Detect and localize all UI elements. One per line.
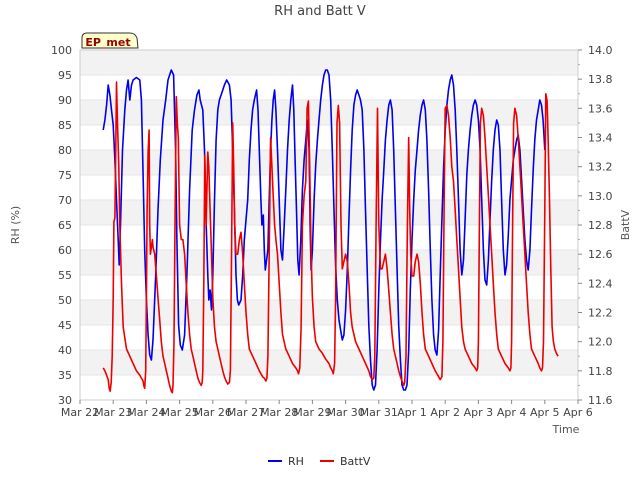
x-tick-label: Mar 22: [61, 406, 99, 419]
left-tick-label: 95: [58, 69, 72, 82]
legend: RH BattV: [268, 455, 371, 468]
left-axis-label: RH (%): [9, 206, 22, 244]
x-tick-label: Mar 28: [260, 406, 298, 419]
legend-label: RH: [288, 455, 304, 468]
x-tick-label: Mar 24: [127, 406, 165, 419]
right-tick-label: 13.8: [588, 73, 613, 86]
left-tick-label: 55: [58, 269, 72, 282]
x-tick-label: Mar 27: [227, 406, 265, 419]
left-tick-label: 30: [58, 394, 72, 407]
right-tick-label: 12.4: [588, 277, 613, 290]
left-tick-label: 80: [58, 144, 72, 157]
left-tick-label: 100: [51, 44, 72, 57]
left-tick-label: 40: [58, 344, 72, 357]
grid-bands: [80, 49, 578, 401]
left-tick-label: 75: [58, 169, 72, 182]
left-tick-label: 90: [58, 94, 72, 107]
left-tick-label: 85: [58, 119, 72, 132]
series-line-rh: [102, 69, 546, 391]
grid-band: [80, 50, 578, 75]
badge-label: EP_met: [85, 36, 130, 49]
left-tick-label: 60: [58, 244, 72, 257]
grid-band: [80, 250, 578, 275]
left-tick-label: 50: [58, 294, 72, 307]
x-tick-label: Mar 30: [326, 406, 364, 419]
legend-label: BattV: [340, 455, 371, 468]
x-tick-label: Apr 5: [530, 406, 560, 419]
right-tick-label: 11.8: [588, 365, 613, 378]
x-tick-label: Mar 26: [194, 406, 232, 419]
left-tick-label: 65: [58, 219, 72, 232]
right-tick-label: 14.0: [588, 44, 613, 57]
left-tick-label: 70: [58, 194, 72, 207]
left-tick-label: 45: [58, 319, 72, 332]
right-tick-label: 12.6: [588, 248, 613, 261]
x-axis-label: Time: [552, 423, 580, 436]
grid-band: [80, 200, 578, 225]
grid-band: [80, 150, 578, 175]
series-lines: [102, 69, 559, 394]
series-line-battv: [102, 81, 559, 394]
right-tick-label: 12.0: [588, 336, 613, 349]
x-tick-label: Mar 31: [360, 406, 398, 419]
site-badge: EP_met: [81, 32, 139, 49]
x-tick-label: Apr 3: [464, 406, 494, 419]
x-tick-label: Apr 6: [563, 406, 593, 419]
right-tick-label: 11.6: [588, 394, 613, 407]
x-tick-label: Mar 29: [293, 406, 331, 419]
x-tick-label: Mar 25: [160, 406, 198, 419]
x-tick-label: Apr 1: [397, 406, 427, 419]
left-tick-label: 35: [58, 369, 72, 382]
left-axis-ticks: 30 35 40 45 50 55 60 65 70 75 80 85 90 95 100: [51, 44, 72, 407]
right-tick-label: 13.2: [588, 161, 613, 174]
x-tick-label: Apr 2: [430, 406, 460, 419]
right-tick-label: 12.2: [588, 307, 613, 320]
chart-title: RH and Batt V: [274, 4, 366, 19]
right-tick-label: 13.0: [588, 190, 613, 203]
right-tick-label: 12.8: [588, 219, 613, 232]
right-axis-ticks: 11.6 11.8 12.0 12.2 12.4 12.6 12.8 13.0 13.2 13.4…: [578, 44, 613, 407]
badge-box: [81, 32, 139, 49]
right-axis-label: BattV: [619, 209, 632, 240]
grid-band: [80, 100, 578, 125]
right-tick-label: 13.6: [588, 102, 613, 115]
x-tick-label: Mar 23: [94, 406, 132, 419]
right-tick-label: 13.4: [588, 132, 613, 145]
x-tick-label: Apr 4: [497, 406, 527, 419]
